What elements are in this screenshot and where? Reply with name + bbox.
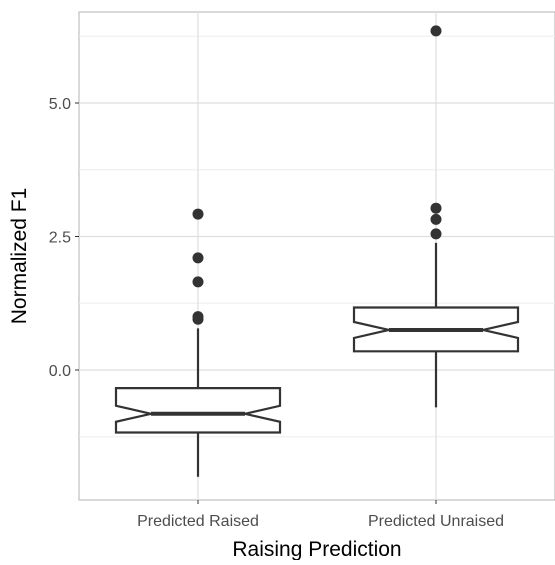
x-tick-label: Predicted Unraised [368, 513, 504, 530]
outlier-point [430, 228, 442, 240]
axis-ticks: 0.0 2.5 5.0 Predicted Raised Predicted Unrai… [49, 96, 504, 530]
outlier-point [192, 208, 204, 220]
x-tick-label: Predicted Raised [137, 513, 259, 530]
y-axis-title: Normalized F1 [8, 188, 31, 325]
y-tick-label: 2.5 [49, 230, 71, 247]
box-2 [352, 25, 520, 408]
outlier-point [192, 311, 204, 323]
outlier-point [430, 213, 442, 225]
outlier-point [430, 25, 442, 37]
box-1 [114, 208, 282, 477]
outlier-point [430, 202, 442, 214]
box-group [114, 25, 520, 477]
notched-box [114, 387, 282, 434]
outlier-point [192, 252, 204, 264]
y-tick-label: 0.0 [49, 363, 71, 380]
y-tick-label: 5.0 [49, 96, 71, 113]
outlier-point [192, 276, 204, 288]
x-axis-title: Raising Prediction [232, 538, 401, 560]
